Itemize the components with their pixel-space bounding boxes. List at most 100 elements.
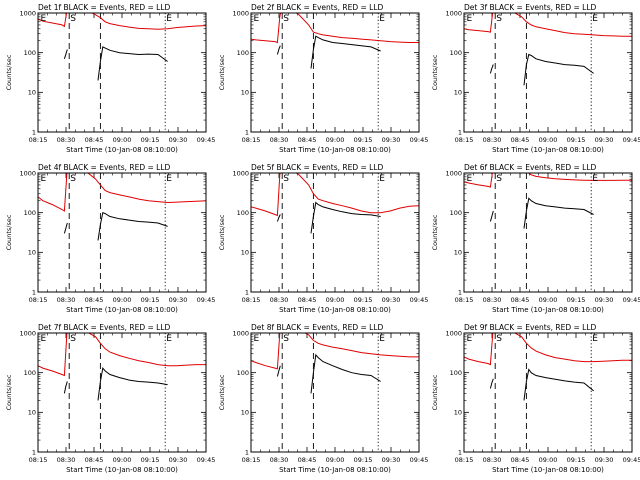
event-marker-label: E bbox=[466, 174, 472, 184]
y-tick-label: 1 bbox=[458, 448, 462, 456]
detector-panel-2: Det 2f BLACK = Events, RED = LLD Counts/s… bbox=[213, 0, 428, 160]
y-tick-label: 100 bbox=[450, 49, 462, 57]
event-marker-label: E bbox=[466, 334, 472, 344]
detector-panel-8: Det 8f BLACK = Events, RED = LLD Counts/s… bbox=[213, 320, 428, 480]
event-marker-label: E bbox=[253, 14, 259, 24]
x-tick-label: 09:00 bbox=[539, 456, 558, 464]
y-axis-label: Counts/sec bbox=[218, 214, 226, 250]
y-tick-label: 1000 bbox=[445, 9, 462, 17]
detector-panel-1: Det 1f BLACK = Events, RED = LLD Counts/s… bbox=[0, 0, 216, 160]
chart-5: Det 5f BLACK = Events, RED = LLD Counts/s… bbox=[218, 163, 429, 314]
x-tick-label: 09:15 bbox=[354, 136, 373, 144]
lld-series-line bbox=[38, 13, 206, 30]
x-tick-label: 08:45 bbox=[298, 456, 317, 464]
event-marker-label: S bbox=[70, 174, 76, 184]
y-tick-label: 1 bbox=[32, 448, 36, 456]
x-tick-label: 08:30 bbox=[57, 136, 76, 144]
y-tick-label: 1000 bbox=[232, 329, 249, 337]
y-tick-label: 10 bbox=[454, 89, 462, 97]
y-tick-label: 10 bbox=[454, 249, 462, 257]
y-tick-label: 1000 bbox=[19, 329, 36, 337]
detector-panel-3: Det 3f BLACK = Events, RED = LLD Counts/s… bbox=[426, 0, 640, 160]
chart-6: Det 6f BLACK = Events, RED = LLD Counts/s… bbox=[431, 163, 640, 314]
x-axis-label: Start Time (10-Jan-08 08:10:00) bbox=[492, 146, 604, 154]
x-tick-label: 09:45 bbox=[410, 296, 429, 304]
x-tick-label: 09:15 bbox=[567, 136, 586, 144]
x-tick-label: 09:15 bbox=[567, 456, 586, 464]
x-tick-label: 08:15 bbox=[455, 136, 474, 144]
event-marker-label: E bbox=[379, 334, 385, 344]
y-tick-label: 1000 bbox=[445, 169, 462, 177]
detector-panel-4: Det 4f BLACK = Events, RED = LLD Counts/s… bbox=[0, 160, 215, 320]
y-tick-label: 10 bbox=[241, 409, 249, 417]
y-tick-label: 1 bbox=[245, 128, 249, 136]
y-tick-label: 10 bbox=[28, 249, 36, 257]
chart-title: Det 2f BLACK = Events, RED = LLD bbox=[251, 3, 384, 12]
y-tick-label: 10 bbox=[241, 249, 249, 257]
chart-3: Det 3f BLACK = Events, RED = LLD Counts/s… bbox=[431, 3, 640, 154]
y-axis-label: Counts/sec bbox=[431, 214, 439, 250]
chart-8: Det 8f BLACK = Events, RED = LLD Counts/s… bbox=[218, 323, 428, 474]
x-axis-label: Start Time (10-Jan-08 08:10:00) bbox=[279, 466, 391, 474]
plot-frame bbox=[250, 172, 420, 293]
y-tick-label: 1000 bbox=[445, 329, 462, 337]
x-tick-label: 08:45 bbox=[298, 296, 317, 304]
x-tick-label: 08:30 bbox=[57, 456, 76, 464]
events-series-line bbox=[63, 46, 168, 81]
x-tick-label: 08:15 bbox=[242, 136, 261, 144]
plot-frame bbox=[463, 332, 633, 453]
event-marker-label: S bbox=[496, 334, 502, 344]
events-series-line bbox=[63, 366, 168, 401]
x-tick-label: 08:15 bbox=[242, 456, 261, 464]
y-tick-label: 1 bbox=[458, 288, 462, 296]
event-marker-label: E bbox=[166, 334, 172, 344]
y-axis-label: Counts/sec bbox=[5, 374, 13, 410]
event-marker-label: S bbox=[283, 14, 289, 24]
x-tick-label: 08:30 bbox=[270, 296, 289, 304]
y-tick-label: 100 bbox=[24, 209, 36, 217]
event-marker-label: E bbox=[466, 14, 472, 24]
plot-frame bbox=[37, 12, 207, 133]
y-axis-label: Counts/sec bbox=[5, 214, 13, 250]
y-axis-label: Counts/sec bbox=[218, 374, 226, 410]
x-tick-label: 08:15 bbox=[455, 456, 474, 464]
x-tick-label: 09:30 bbox=[595, 296, 614, 304]
x-axis-label: Start Time (10-Jan-08 08:10:00) bbox=[66, 146, 178, 154]
x-tick-label: 08:45 bbox=[85, 296, 104, 304]
plot-frame bbox=[463, 172, 633, 293]
x-tick-label: 09:30 bbox=[595, 456, 614, 464]
x-tick-label: 09:15 bbox=[354, 296, 373, 304]
plot-frame bbox=[250, 332, 420, 453]
x-tick-label: 09:15 bbox=[141, 456, 160, 464]
event-marker-label: E bbox=[379, 174, 385, 184]
x-tick-label: 08:15 bbox=[29, 296, 48, 304]
x-tick-label: 09:45 bbox=[623, 456, 640, 464]
chart-title: Det 5f BLACK = Events, RED = LLD bbox=[251, 163, 384, 172]
y-tick-label: 10 bbox=[241, 89, 249, 97]
chart-title: Det 8f BLACK = Events, RED = LLD bbox=[251, 323, 384, 332]
events-series-line bbox=[276, 353, 381, 394]
detector-panel-9: Det 9f BLACK = Events, RED = LLD Counts/s… bbox=[426, 320, 640, 480]
x-tick-label: 09:45 bbox=[197, 136, 216, 144]
chart-1: Det 1f BLACK = Events, RED = LLD Counts/s… bbox=[5, 3, 216, 154]
x-tick-label: 08:30 bbox=[483, 296, 502, 304]
event-marker-label: E bbox=[592, 174, 598, 184]
x-tick-label: 09:00 bbox=[326, 136, 345, 144]
x-tick-label: 08:15 bbox=[242, 296, 261, 304]
event-marker-label: S bbox=[496, 14, 502, 24]
x-tick-label: 08:45 bbox=[298, 136, 317, 144]
event-marker-label: S bbox=[70, 14, 76, 24]
chart-9: Det 9f BLACK = Events, RED = LLD Counts/s… bbox=[431, 323, 640, 474]
y-tick-label: 1 bbox=[245, 288, 249, 296]
chart-title: Det 7f BLACK = Events, RED = LLD bbox=[38, 323, 171, 332]
x-tick-label: 09:15 bbox=[354, 456, 373, 464]
x-axis-label: Start Time (10-Jan-08 08:10:00) bbox=[492, 306, 604, 314]
x-tick-label: 08:45 bbox=[85, 456, 104, 464]
chart-4: Det 4f BLACK = Events, RED = LLD Counts/s… bbox=[5, 163, 215, 314]
lld-series-line bbox=[464, 333, 632, 366]
x-tick-label: 09:00 bbox=[113, 456, 132, 464]
y-tick-label: 1 bbox=[32, 288, 36, 296]
y-axis-label: Counts/sec bbox=[431, 54, 439, 90]
x-axis-label: Start Time (10-Jan-08 08:10:00) bbox=[66, 466, 178, 474]
